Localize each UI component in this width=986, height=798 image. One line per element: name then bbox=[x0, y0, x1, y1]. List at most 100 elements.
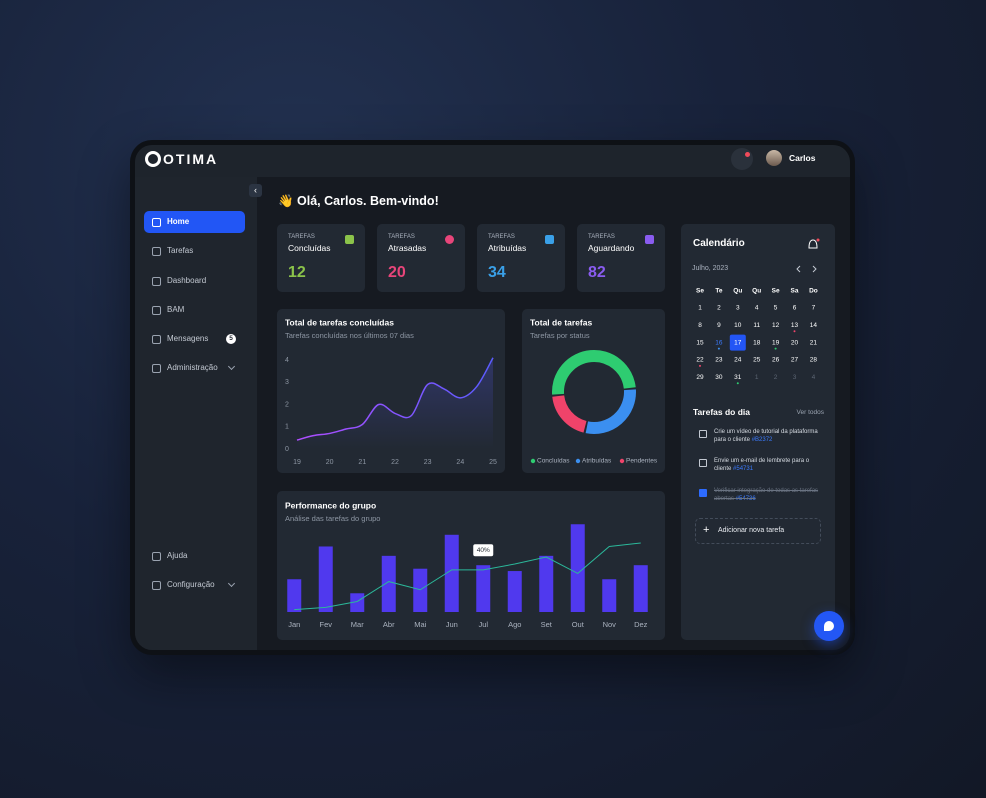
chart-title: Total de tarefas concluídas bbox=[285, 317, 394, 327]
calendar-day[interactable]: 31 bbox=[734, 374, 742, 381]
calendar-day[interactable]: 22 bbox=[696, 357, 704, 364]
tooltip bbox=[473, 544, 494, 557]
calendar-day[interactable]: 14 bbox=[810, 322, 818, 329]
calendar-month: Julho, 2023 bbox=[692, 265, 729, 272]
nav-icon bbox=[152, 218, 161, 227]
stat-name: Atrasadas bbox=[388, 243, 427, 253]
calendar-day[interactable]: 13 bbox=[791, 322, 799, 329]
calendar-day[interactable]: 18 bbox=[753, 339, 761, 346]
calendar-day[interactable]: 7 bbox=[812, 305, 816, 312]
task: Crie um vídeo de tutorial da plataforma … bbox=[714, 428, 826, 444]
stat-value: 82 bbox=[588, 264, 606, 281]
weekday: Qu bbox=[752, 288, 761, 295]
task-checkbox[interactable] bbox=[699, 430, 707, 438]
task-checkbox[interactable] bbox=[699, 489, 707, 497]
task-checkbox[interactable] bbox=[699, 459, 707, 467]
calendar-day[interactable]: 5 bbox=[774, 305, 778, 312]
stat-label: TAREFAS bbox=[488, 234, 515, 240]
next-month bbox=[812, 265, 817, 273]
calendar-day[interactable]: 29 bbox=[696, 374, 704, 381]
bar bbox=[539, 555, 554, 612]
nav-item[interactable]: BAM bbox=[167, 305, 185, 314]
calendar-day[interactable]: 1 bbox=[698, 305, 702, 312]
calendar-day[interactable]: 24 bbox=[734, 357, 742, 364]
calendar-day[interactable]: 21 bbox=[810, 339, 818, 346]
avatar[interactable] bbox=[766, 150, 782, 166]
x-tick-label: Mar bbox=[351, 620, 364, 629]
calendar-day[interactable]: 4 bbox=[812, 374, 816, 381]
trend-line bbox=[294, 542, 641, 611]
calendar-day[interactable]: 16 bbox=[715, 339, 723, 346]
bar-chart-card bbox=[277, 491, 665, 640]
calendar-day[interactable]: 2 bbox=[774, 374, 778, 381]
legend-dot bbox=[575, 458, 581, 464]
calendar-day[interactable]: 12 bbox=[772, 322, 780, 329]
calendar-title: Calendário bbox=[693, 238, 745, 249]
calendar-day[interactable]: 23 bbox=[715, 357, 723, 364]
event-dot bbox=[736, 382, 739, 385]
calendar-day[interactable]: 28 bbox=[810, 357, 818, 364]
tasks-title: Tarefas do dia bbox=[693, 407, 750, 417]
x-tick-label: 20 bbox=[326, 459, 334, 466]
prev-month bbox=[796, 265, 801, 273]
nav-item[interactable]: Ajuda bbox=[167, 551, 188, 560]
add-task-plus: + bbox=[703, 524, 710, 536]
calendar-day[interactable]: 10 bbox=[734, 322, 742, 329]
calendar-day[interactable]: 3 bbox=[736, 305, 740, 312]
bar bbox=[318, 546, 333, 612]
task: Verificar integração de todas as tarefas… bbox=[714, 487, 826, 503]
collapse-button[interactable]: ‹ bbox=[249, 184, 262, 197]
calendar-day[interactable]: 6 bbox=[793, 305, 797, 312]
greeting: 👋 Olá, Carlos. Bem-vindo! bbox=[278, 194, 439, 208]
add-task-button[interactable] bbox=[695, 518, 821, 544]
calendar-day[interactable]: 1 bbox=[755, 374, 759, 381]
y-tick-label: 1 bbox=[285, 424, 289, 431]
add-task-label: Adicionar nova tarefa bbox=[718, 527, 785, 534]
calendar-day[interactable]: 30 bbox=[715, 374, 723, 381]
calendar-day[interactable]: 27 bbox=[791, 357, 799, 364]
nav-item[interactable]: Tarefas bbox=[167, 246, 194, 255]
nav-item[interactable]: Dashboard bbox=[167, 276, 207, 285]
bar bbox=[413, 568, 428, 612]
nav-item[interactable]: Administração bbox=[167, 363, 218, 372]
nav-active-bg bbox=[144, 211, 245, 233]
notification-dot bbox=[745, 152, 750, 157]
calendar-day[interactable]: 4 bbox=[755, 305, 759, 312]
calendar-day[interactable]: 26 bbox=[772, 357, 780, 364]
x-tick-label: Abr bbox=[383, 620, 395, 629]
calendar-day[interactable]: 20 bbox=[791, 339, 799, 346]
nav-badge: 5 bbox=[226, 334, 236, 344]
calendar-day[interactable]: 25 bbox=[753, 357, 761, 364]
calendar-day[interactable]: 9 bbox=[717, 322, 721, 329]
user-name[interactable]: Carlos bbox=[789, 153, 816, 163]
stat-label: TAREFAS bbox=[388, 234, 415, 240]
calendar-day[interactable]: 11 bbox=[753, 322, 760, 329]
bar bbox=[633, 565, 648, 612]
calendar-day[interactable]: 19 bbox=[772, 339, 780, 346]
calendar-day[interactable]: 15 bbox=[696, 339, 704, 346]
stat-label: TAREFAS bbox=[588, 234, 615, 240]
chart-title: Total de tarefas bbox=[530, 317, 592, 327]
legend-dot bbox=[530, 458, 536, 464]
x-tick-label: 23 bbox=[424, 459, 432, 466]
logo: OTIMA bbox=[163, 151, 219, 167]
calendar-day[interactable]: 2 bbox=[717, 305, 721, 312]
tasks-link[interactable]: Ver todos bbox=[796, 409, 824, 416]
selected-day bbox=[729, 334, 746, 351]
nav-icon bbox=[152, 552, 161, 561]
calendar-bell bbox=[808, 239, 818, 249]
nav-icon bbox=[152, 581, 161, 590]
stat-value: 12 bbox=[288, 264, 306, 281]
calendar-day[interactable]: 17 bbox=[734, 339, 742, 346]
event-dot bbox=[774, 347, 777, 350]
task: Envie um e-mail de lembrete para o clien… bbox=[714, 457, 826, 473]
x-tick-label: Jan bbox=[288, 620, 300, 629]
calendar-day[interactable]: 3 bbox=[793, 374, 797, 381]
weekday: Do bbox=[809, 288, 818, 295]
nav-item[interactable]: Mensagens bbox=[167, 334, 209, 343]
nav-item[interactable]: Configuração bbox=[167, 580, 215, 589]
stat-icon bbox=[345, 235, 354, 244]
calendar-day[interactable]: 8 bbox=[698, 322, 702, 329]
nav-item[interactable]: Home bbox=[167, 217, 190, 226]
